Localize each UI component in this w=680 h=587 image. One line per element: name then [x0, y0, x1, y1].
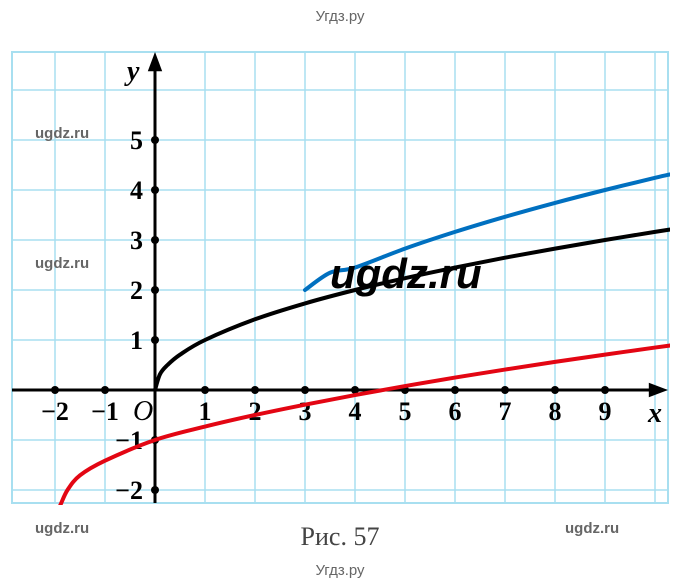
y-tick-dot [151, 286, 159, 294]
y-tick-label: 4 [130, 176, 143, 205]
x-tick-dot [301, 386, 309, 394]
x-tick-label: 9 [599, 397, 612, 426]
x-tick-label: 3 [299, 397, 312, 426]
origin-label: O [133, 396, 153, 427]
figure-caption: Рис. 57 [0, 522, 680, 552]
x-tick-label: 7 [499, 397, 512, 426]
x-tick-dot [201, 386, 209, 394]
x-tick-dot [101, 386, 109, 394]
x-tick-label: 5 [399, 397, 412, 426]
x-tick-label: 1 [199, 397, 212, 426]
y-tick-label: 2 [130, 276, 143, 305]
x-tick-label: −2 [41, 397, 69, 426]
y-tick-dot [151, 336, 159, 344]
y-tick-label: 1 [130, 326, 143, 355]
y-tick-dot [151, 136, 159, 144]
y-axis-label: y [124, 56, 140, 87]
y-tick-label: 5 [130, 126, 143, 155]
site-label-top: Угдз.ру [0, 8, 680, 25]
chart-container: Угдз.ру −2−1123456789−2−112345Oxy ugdz.r… [0, 0, 680, 587]
y-tick-label: 3 [130, 226, 143, 255]
x-tick-label: −1 [91, 397, 119, 426]
y-tick-dot [151, 186, 159, 194]
watermark: ugdz.ru [35, 125, 89, 142]
x-tick-label: 8 [549, 397, 562, 426]
x-tick-dot [51, 386, 59, 394]
x-tick-dot [501, 386, 509, 394]
site-label-bottom: Угдз.ру [0, 562, 680, 579]
watermark-large: ugdz.ru [330, 250, 482, 298]
x-axis-label: x [647, 398, 662, 429]
y-tick-dot [151, 236, 159, 244]
x-tick-dot [601, 386, 609, 394]
x-tick-label: 6 [449, 397, 462, 426]
x-tick-label: 4 [349, 397, 362, 426]
x-tick-dot [251, 386, 259, 394]
y-tick-label: −2 [115, 476, 143, 505]
x-tick-dot [551, 386, 559, 394]
watermark: ugdz.ru [35, 255, 89, 272]
x-tick-dot [451, 386, 459, 394]
y-tick-dot [151, 486, 159, 494]
x-tick-label: 2 [249, 397, 262, 426]
